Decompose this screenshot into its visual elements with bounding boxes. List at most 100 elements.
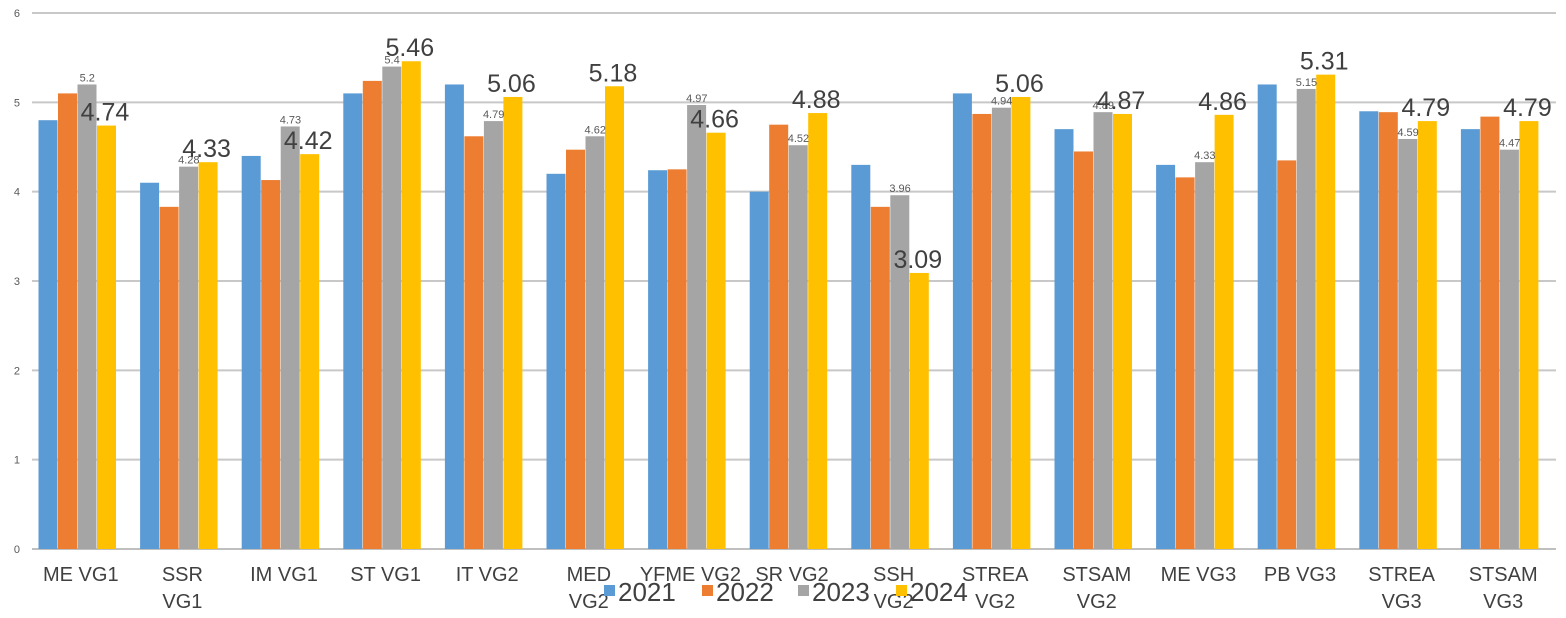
bar-2021: [1359, 111, 1379, 550]
x-tick-label: IT VG2: [456, 564, 519, 586]
data-label-2024: 3.09: [893, 246, 942, 274]
bar-2022: [769, 124, 789, 550]
data-label-2024: 5.06: [487, 70, 536, 98]
data-label-2024: 4.79: [1401, 94, 1450, 122]
bar-2024: [198, 162, 218, 550]
data-label-2024: 5.18: [589, 59, 638, 87]
bar-2021: [444, 84, 464, 549]
bar-2024: [503, 96, 523, 550]
data-label-2023: 4.73: [280, 114, 301, 126]
data-label-2023: 4.94: [991, 96, 1012, 108]
legend-label: 2024: [910, 577, 968, 607]
x-tick-label: VG2: [975, 591, 1015, 613]
bar-2023: [991, 107, 1011, 550]
bar-2023: [788, 145, 808, 550]
x-tick-label: SSR: [162, 564, 203, 586]
bar-2023: [1093, 112, 1113, 549]
y-tick-label: 3: [14, 276, 20, 288]
bar-2024: [300, 154, 320, 549]
legend-swatch-2024: [896, 585, 907, 596]
bar-2023: [1398, 138, 1418, 549]
bar-2024: [1519, 121, 1539, 550]
x-tick-label: STSAM: [1062, 564, 1131, 586]
data-label-2023: 4.28: [178, 155, 199, 167]
data-label-2024: 5.31: [1300, 48, 1349, 76]
bar-2021: [1054, 129, 1074, 549]
bar-2023: [179, 166, 199, 550]
bar-2024: [909, 272, 929, 549]
y-tick-label: 1: [14, 455, 20, 467]
data-label-2024: 4.86: [1198, 88, 1247, 116]
x-tick-label: YFME VG2: [640, 564, 741, 586]
data-label-2024: 4.88: [792, 86, 841, 114]
bar-2024: [1113, 113, 1132, 550]
bar-2021: [648, 170, 668, 549]
x-tick-label: PB VG3: [1264, 564, 1336, 586]
bar-2022: [58, 93, 77, 550]
data-label-2023: 4.79: [483, 109, 504, 121]
x-tick-label: ST VG1: [350, 564, 421, 586]
x-tick-label: VG1: [162, 591, 202, 613]
bar-2022: [159, 206, 179, 549]
legend-label: 2021: [618, 577, 676, 607]
bar-2023: [585, 136, 605, 549]
bar-2024: [605, 86, 624, 550]
data-label-2023: 5.4: [384, 55, 399, 67]
data-label-2023: 5.2: [80, 72, 95, 84]
bar-2024: [706, 132, 726, 549]
bar-2023: [687, 105, 707, 549]
data-label-2024: 5.46: [385, 34, 434, 62]
y-tick-label: 2: [14, 365, 20, 377]
bar-2022: [1378, 112, 1398, 549]
bar-2024: [97, 125, 116, 549]
data-label-2023: 5.15: [1296, 77, 1317, 89]
bar-2021: [38, 120, 58, 549]
legend-swatch-2023: [798, 585, 809, 596]
y-tick-label: 6: [14, 8, 20, 20]
bar-2021: [851, 164, 871, 549]
bar-2022: [464, 136, 484, 549]
data-label-2024: 4.33: [182, 135, 231, 163]
x-tick-label: ME VG3: [1161, 564, 1237, 586]
bar-2024: [1214, 114, 1234, 549]
data-label-2023: 4.62: [585, 124, 606, 136]
bar-2023: [1499, 149, 1519, 549]
data-label-2023: 3.96: [889, 183, 910, 195]
bar-2021: [140, 182, 160, 549]
bar-2022: [870, 206, 890, 549]
data-label-2023: 4.89: [1093, 100, 1114, 112]
bar-2024: [1417, 121, 1437, 550]
x-tick-label: VG2: [569, 591, 609, 613]
bar-2021: [1156, 164, 1176, 549]
x-tick-label: SR VG2: [755, 564, 828, 586]
bar-2023: [890, 195, 910, 550]
bar-2024: [1011, 96, 1031, 550]
legend-label: 2023: [812, 577, 870, 607]
x-tick-label: MED: [567, 564, 611, 586]
data-label-2023: 4.52: [788, 133, 809, 145]
bar-2022: [1074, 151, 1093, 549]
data-label-2024: 4.42: [284, 127, 333, 155]
x-tick-label: VG3: [1382, 591, 1422, 613]
bar-2022: [1277, 160, 1297, 549]
bar-2024: [808, 113, 828, 549]
bar-2021: [1460, 129, 1480, 549]
bar-2022: [667, 169, 687, 550]
data-label-2023: 4.47: [1499, 138, 1520, 150]
data-label-2024: 5.06: [995, 70, 1044, 98]
data-label-2024: 4.87: [1097, 87, 1146, 115]
data-label-2024: 4.74: [81, 99, 130, 127]
x-tick-label: SSH: [873, 564, 914, 586]
y-tick-label: 5: [14, 97, 20, 109]
bar-2023: [280, 126, 300, 549]
bar-2021: [241, 155, 261, 549]
data-label-2023: 4.33: [1194, 150, 1215, 162]
x-tick-label: ME VG1: [43, 564, 119, 586]
bar-2022: [1175, 177, 1195, 549]
bar-2023: [1195, 162, 1215, 550]
bar-2023: [77, 84, 97, 549]
x-tick-label: IM VG1: [250, 564, 318, 586]
data-label-2024: 4.79: [1503, 94, 1552, 122]
